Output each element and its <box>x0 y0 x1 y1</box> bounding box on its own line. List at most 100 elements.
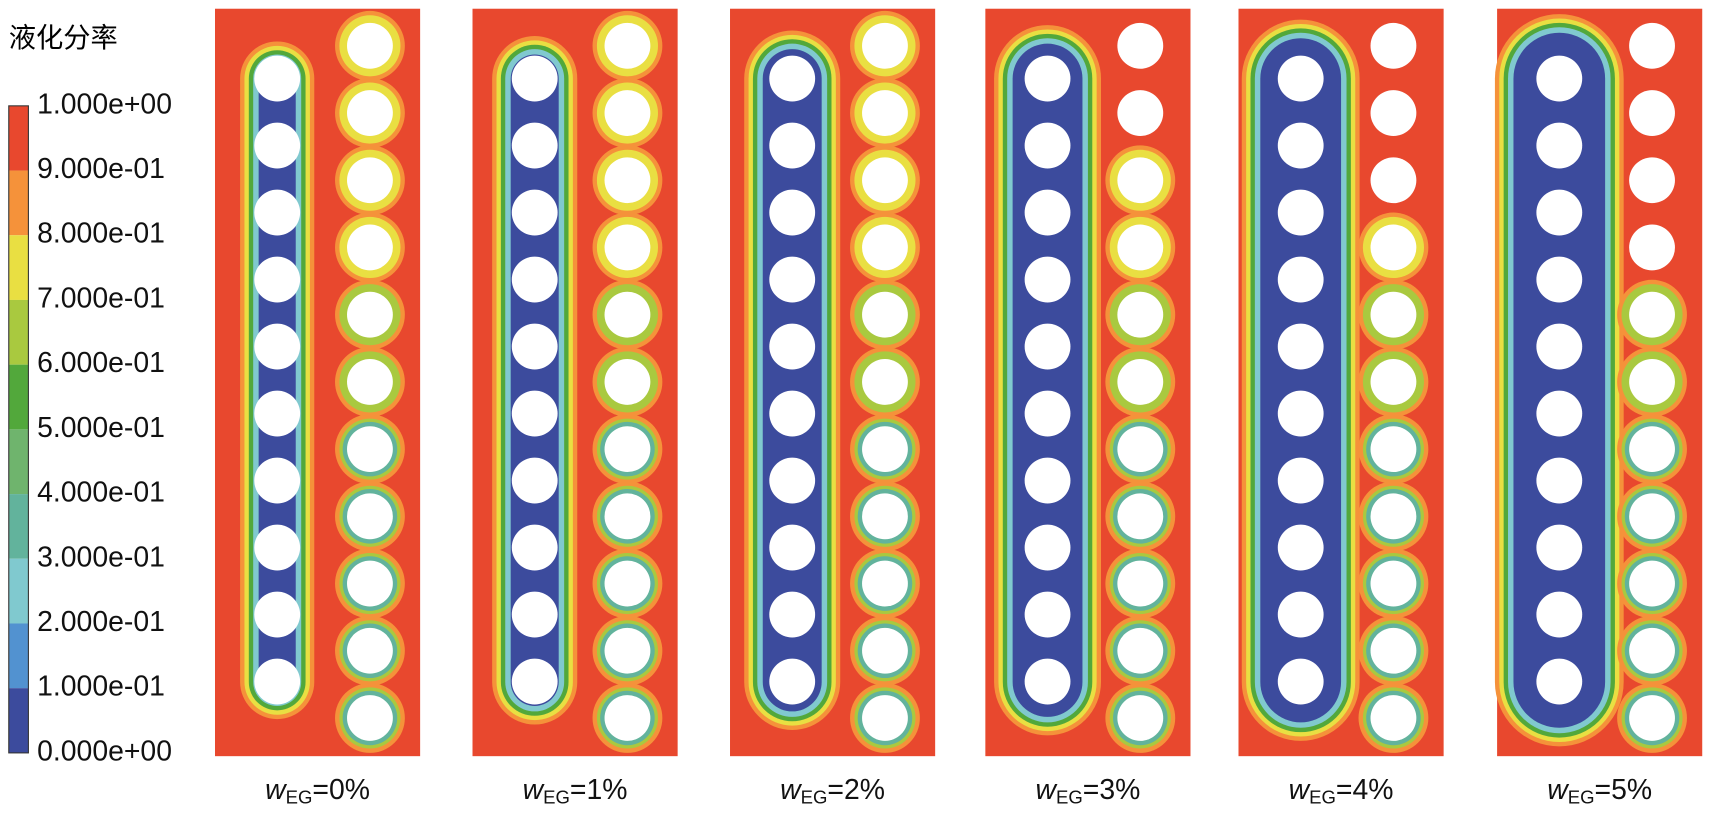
pile <box>1024 658 1071 705</box>
colorbar-segment <box>8 235 29 300</box>
pile <box>511 122 558 169</box>
pile <box>862 426 908 473</box>
pile <box>769 591 816 638</box>
panel-variable: w <box>1547 775 1569 807</box>
colorbar-segment <box>8 429 29 495</box>
colorbar-segment <box>8 623 29 689</box>
pile <box>769 55 816 102</box>
pile <box>1277 524 1324 571</box>
pile <box>1117 358 1164 405</box>
panel-variable: w <box>780 775 802 807</box>
pile <box>511 658 558 705</box>
pile <box>769 189 816 236</box>
pile <box>347 90 393 136</box>
pile <box>1024 256 1071 303</box>
pile <box>1370 358 1417 405</box>
contour-panel <box>214 8 421 757</box>
pile <box>1370 90 1417 136</box>
colorbar-tick-label: 8.000e-01 <box>37 218 165 250</box>
pile <box>347 493 393 540</box>
colorbar-tick-label: 5.000e-01 <box>37 412 165 444</box>
pile <box>347 560 393 607</box>
panel-subscript: EG <box>543 787 570 808</box>
pile <box>769 256 816 303</box>
pile <box>347 157 393 204</box>
pile <box>1024 457 1071 504</box>
colorbar-tick-label: 1.000e+00 <box>37 88 172 120</box>
pile <box>1629 157 1675 204</box>
pile <box>1277 390 1324 437</box>
colorbar-tick-label: 4.000e-01 <box>37 477 165 509</box>
pile <box>604 157 651 204</box>
colorbar-segment <box>8 558 29 624</box>
panel-variable: w <box>265 775 287 807</box>
pile <box>1024 591 1071 638</box>
pile <box>1117 22 1164 69</box>
pile <box>769 457 816 504</box>
pile <box>511 524 558 571</box>
pile <box>1117 291 1164 338</box>
pile <box>1370 22 1417 69</box>
pile <box>1536 189 1583 236</box>
colorbar-segment <box>8 688 29 753</box>
pile <box>1277 457 1324 504</box>
panel-variable: w <box>523 775 545 807</box>
pile <box>1117 157 1164 204</box>
pile <box>347 224 393 271</box>
panel-value: =5% <box>1595 775 1653 807</box>
pile <box>769 658 816 705</box>
panel-value: =0% <box>312 775 370 807</box>
pile <box>769 323 816 370</box>
pile <box>1370 560 1417 607</box>
pile <box>254 658 301 705</box>
pile <box>347 426 393 473</box>
pile <box>1024 390 1071 437</box>
pile <box>254 390 301 437</box>
pile <box>1536 591 1583 638</box>
pile <box>1536 256 1583 303</box>
pile <box>1629 493 1675 540</box>
contour-panel <box>985 8 1191 757</box>
contour-panel <box>730 8 936 757</box>
pile <box>254 122 301 169</box>
pile <box>862 90 908 136</box>
pile <box>1117 426 1164 473</box>
pile <box>511 591 558 638</box>
pile <box>1277 658 1324 705</box>
pile <box>1370 493 1417 540</box>
panel-subscript: EG <box>1309 787 1336 808</box>
pile <box>1117 560 1164 607</box>
pile <box>1117 695 1164 741</box>
pile <box>347 627 393 674</box>
pile <box>1629 22 1675 69</box>
pile <box>769 390 816 437</box>
pile <box>862 695 908 741</box>
pile <box>1536 457 1583 504</box>
pile <box>862 493 908 540</box>
pile <box>347 358 393 405</box>
pile <box>1629 224 1675 271</box>
panel-label: wEG=0% <box>265 775 370 808</box>
pile <box>1370 695 1417 741</box>
pile <box>1277 256 1324 303</box>
colorbar-segment <box>8 364 29 430</box>
pile <box>1629 560 1675 607</box>
pile <box>1536 390 1583 437</box>
pile <box>862 627 908 674</box>
pile <box>862 560 908 607</box>
pile <box>254 524 301 571</box>
pile <box>511 457 558 504</box>
pile <box>347 291 393 338</box>
pile <box>1024 323 1071 370</box>
contour-panel <box>1494 8 1703 757</box>
pile <box>254 55 301 102</box>
panel-subscript: EG <box>286 787 313 808</box>
pile <box>1024 189 1071 236</box>
pile <box>1629 358 1675 405</box>
colorbar-tick-label: 6.000e-01 <box>37 347 165 379</box>
pile <box>1277 55 1324 102</box>
panel-subscript: EG <box>801 787 828 808</box>
pile <box>604 695 651 741</box>
pile <box>1536 524 1583 571</box>
